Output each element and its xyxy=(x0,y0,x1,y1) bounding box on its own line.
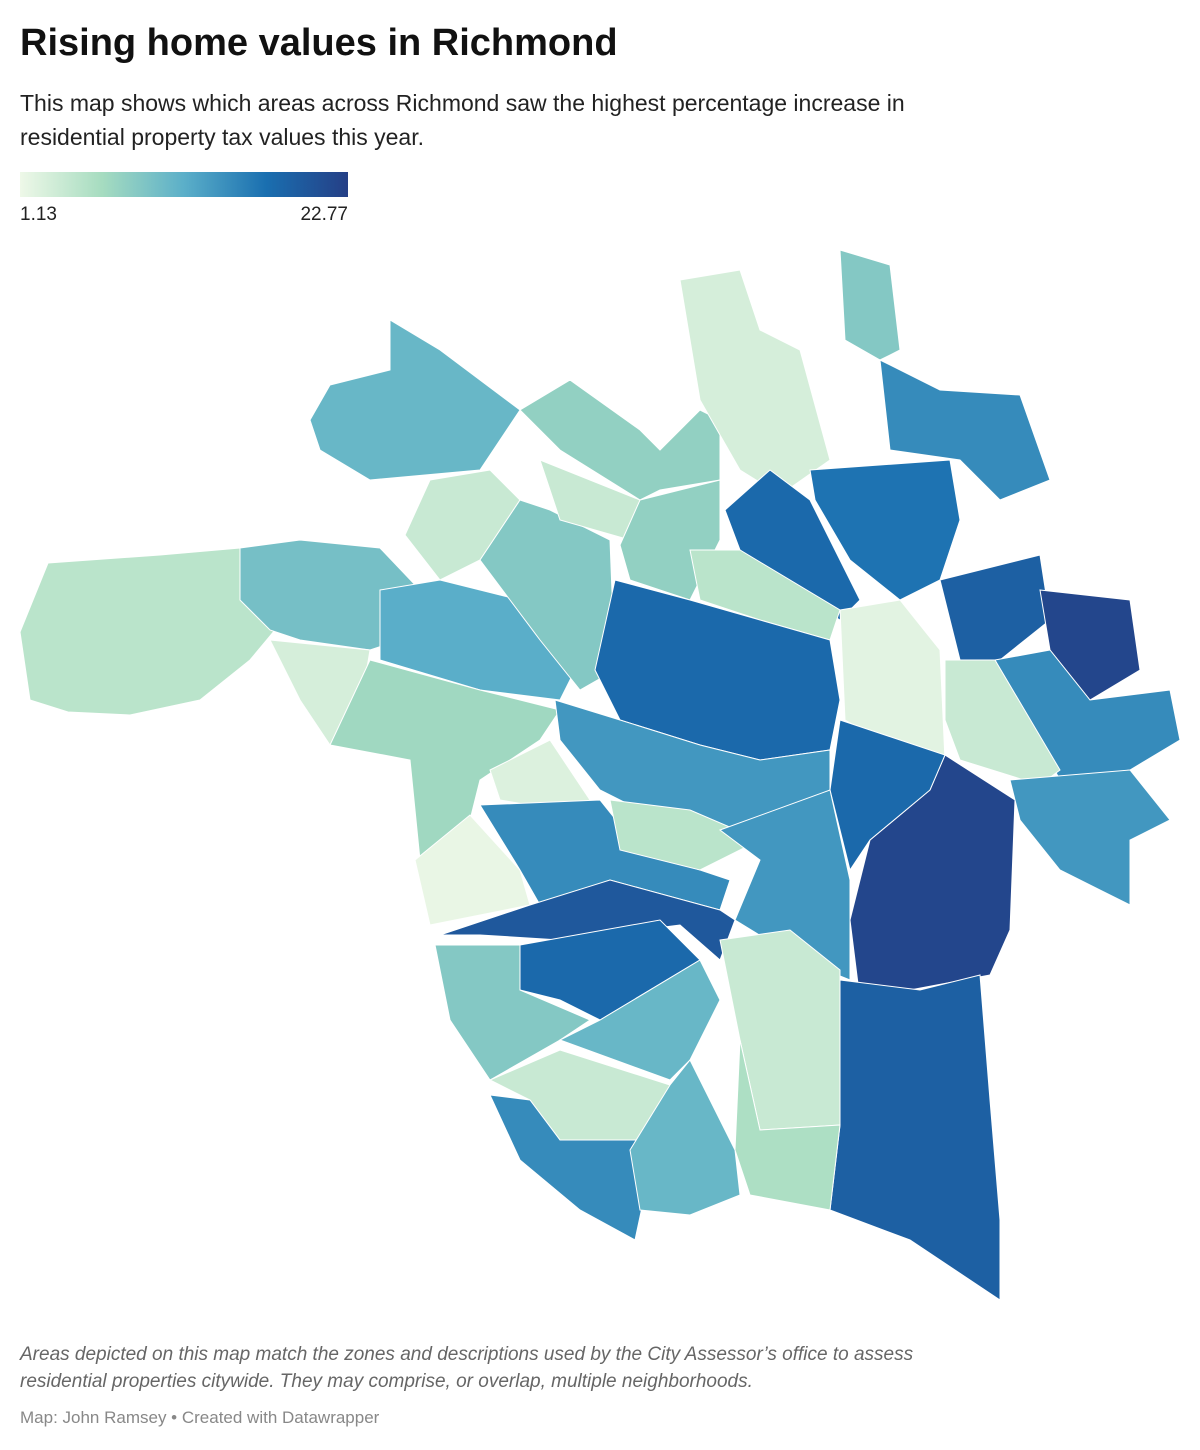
legend-max: 22.77 xyxy=(300,204,348,225)
footnote: residential properties citywide. They ma… xyxy=(20,1371,753,1392)
region[interactable] xyxy=(434,944,592,1081)
legend-min: 1.13 xyxy=(20,204,57,225)
footnote: Areas depicted on this map match the zon… xyxy=(20,1344,914,1365)
region[interactable] xyxy=(19,547,276,716)
title: Rising home values in Richmond xyxy=(20,22,618,64)
credit: Map: John Ramsey • Created with Datawrap… xyxy=(20,1408,380,1427)
region[interactable] xyxy=(809,459,961,601)
region[interactable] xyxy=(829,974,1001,1301)
subtitle: This map shows which areas across Richmo… xyxy=(20,90,905,116)
region[interactable] xyxy=(309,319,521,481)
region[interactable] xyxy=(609,799,762,871)
region[interactable] xyxy=(1039,589,1141,701)
region[interactable] xyxy=(1009,769,1171,906)
region[interactable] xyxy=(839,249,901,361)
region[interactable] xyxy=(414,814,531,926)
region[interactable] xyxy=(558,959,721,1081)
region[interactable] xyxy=(939,554,1051,661)
region[interactable] xyxy=(679,269,831,496)
subtitle: residential property tax values this yea… xyxy=(20,124,424,150)
region[interactable] xyxy=(629,1059,741,1216)
region[interactable] xyxy=(879,359,1051,501)
legend-gradient xyxy=(20,172,348,197)
